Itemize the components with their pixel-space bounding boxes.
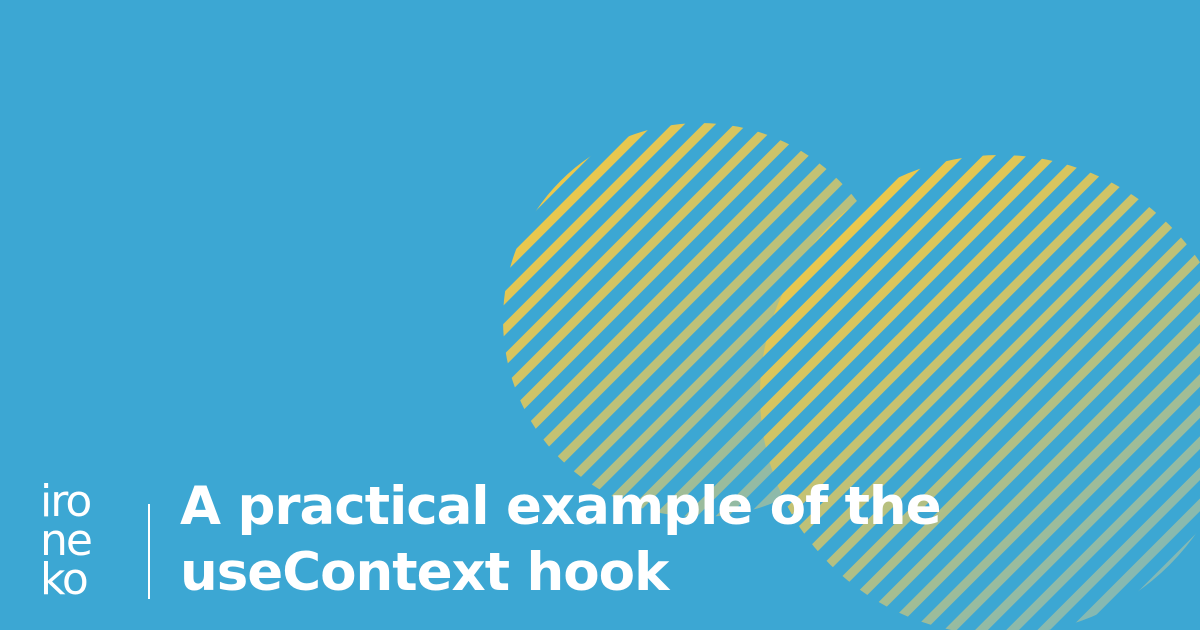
- logo-line-1: iro: [40, 476, 92, 527]
- article-title: A practical example of the useContext ho…: [180, 474, 1180, 606]
- ironeko-logo: iro ne ko: [40, 476, 120, 605]
- logo-line-3: ko: [40, 554, 89, 605]
- article-title-line-1: A practical example of the: [180, 476, 942, 537]
- right-striped-circle: [760, 155, 1200, 630]
- logo-divider: [148, 504, 150, 599]
- article-title-line-2: useContext hook: [180, 542, 669, 603]
- logo-line-2: ne: [40, 515, 93, 566]
